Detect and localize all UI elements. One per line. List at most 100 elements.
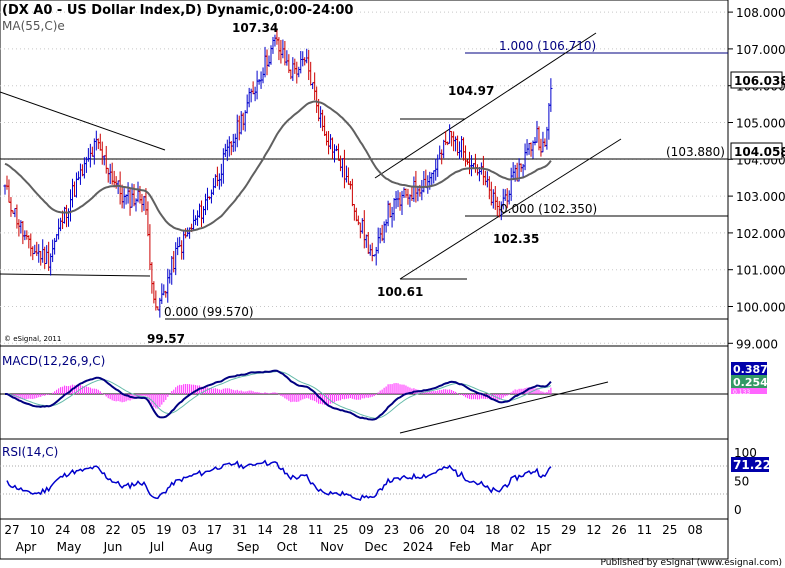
price-tick-label: 101.000	[736, 264, 785, 278]
annotation-100-61: 100.61	[377, 285, 423, 299]
date-axis-frame	[0, 518, 729, 560]
macd-signal-box	[731, 375, 767, 388]
x-axis-month-label: Apr	[531, 540, 552, 554]
x-axis-day-label: 20	[434, 523, 449, 537]
price-bars	[3, 28, 553, 318]
level-103880-label: (103.880)	[666, 145, 725, 159]
x-axis-month-labels: Apr May Jun Jul Aug Sep Oct Nov Dec 2024 Feb Mar Apr	[16, 540, 552, 554]
rsi-tick-label: 0	[734, 503, 742, 517]
x-axis-day-label: 10	[30, 523, 45, 537]
level-106710-label: 1.000 (106.710)	[499, 39, 596, 53]
x-axis-month-label: Nov	[320, 540, 343, 554]
ma-value-box	[730, 142, 783, 160]
x-axis-month-label: Sep	[237, 540, 260, 554]
x-axis-day-label: 24	[55, 523, 70, 537]
rsi-axis-ticks: 100 50 0	[734, 446, 757, 517]
price-tick-label: 107.000	[736, 43, 785, 57]
last-price-label: 106.038	[734, 74, 785, 88]
x-axis-day-label: 26	[612, 523, 627, 537]
x-axis-day-label: 23	[384, 523, 399, 537]
ma-55-line	[4, 100, 552, 232]
price-tick-label: 103.000	[736, 190, 785, 204]
last-price-box	[730, 71, 783, 89]
x-axis-day-label: 08	[80, 523, 95, 537]
price-tick-label: 108.000	[736, 6, 785, 20]
level-99570-label: 0.000 (99.570)	[164, 305, 254, 319]
annotation-104-97: 104.97	[448, 84, 494, 98]
x-axis-month-label: Aug	[189, 540, 212, 554]
x-axis-month-label: 2024	[403, 540, 434, 554]
footer-credit: Published by eSignal (www.esignal.com)	[600, 558, 782, 568]
x-axis-month-label: Mar	[491, 540, 514, 554]
rsi-title: RSI(14,C)	[2, 445, 58, 459]
price-bar	[549, 78, 553, 112]
x-axis-day-label: 04	[460, 523, 475, 537]
rsi-tick-label: 100	[734, 446, 757, 460]
x-axis-day-label: 09	[359, 523, 374, 537]
price-tick-label: 99.000	[736, 337, 778, 351]
x-axis-day-label: 25	[662, 523, 677, 537]
x-axis-day-label: 11	[637, 523, 652, 537]
support-line-left	[0, 273, 151, 277]
x-axis-day-label: 12	[586, 523, 601, 537]
price-title: (DX A0 - US Dollar Index,D) Dynamic,0:00…	[2, 3, 353, 18]
macd-signal-label: 0.254	[733, 376, 768, 389]
annotation-107-34: 107.34	[232, 21, 278, 35]
macd-value-box	[731, 362, 767, 375]
x-axis-day-label: 02	[510, 523, 525, 537]
macd-hist-box	[731, 388, 767, 394]
rsi-line	[6, 459, 552, 501]
x-axis-month-label: Jun	[103, 540, 123, 554]
annotation-102-35: 102.35	[493, 232, 539, 246]
level-102350-label: 0.000 (102.350)	[500, 202, 597, 216]
panel-frames	[0, 0, 729, 560]
ma-legend: MA(55,C)e	[2, 19, 65, 33]
x-axis-month-label: Apr	[16, 540, 37, 554]
ma-value-label: 104.058	[734, 145, 785, 159]
x-axis-day-label: 14	[257, 523, 272, 537]
x-axis-day-label: 25	[333, 523, 348, 537]
price-tick-label: 102.000	[736, 227, 785, 241]
x-axis-day-label: 29	[561, 523, 576, 537]
x-axis-day-label: 11	[308, 523, 323, 537]
rsi-value-box	[731, 457, 769, 472]
x-axis-day-label: 18	[485, 523, 500, 537]
channel-lower-line	[399, 138, 622, 280]
x-axis-month-label: May	[57, 540, 82, 554]
x-axis-day-label: 28	[283, 523, 298, 537]
x-axis-month-label: Oct	[277, 540, 298, 554]
x-axis-month-label: Dec	[364, 540, 387, 554]
price-tick-label: 100.000	[736, 301, 785, 315]
x-axis-day-label: 19	[156, 523, 171, 537]
price-axis-ticks: 108.000107.000106.000105.000104.000103.0…	[728, 6, 785, 351]
price-tick-label: 105.000	[736, 117, 785, 131]
annotation-99-57: 99.57	[147, 332, 185, 346]
x-axis-day-label: 05	[131, 523, 146, 537]
x-axis-day-label: 15	[536, 523, 551, 537]
price-level-lines	[0, 52, 728, 320]
rsi-gridlines	[0, 465, 728, 495]
channel-upper-line	[374, 32, 597, 179]
macd-hist-label: 0.133	[733, 389, 750, 396]
macd-value-label: 0.387	[733, 363, 768, 376]
x-axis-month-label: Feb	[449, 540, 470, 554]
rsi-value-label: 71.228	[733, 458, 779, 472]
macd-line	[5, 369, 552, 421]
down-trendline	[0, 91, 166, 151]
macd-title: MACD(12,26,9,C)	[2, 354, 105, 368]
copyright-label: © eSignal, 2011	[4, 335, 61, 343]
x-axis-day-label: 08	[687, 523, 702, 537]
x-axis-month-label: Jul	[149, 540, 164, 554]
x-axis-day-label: 17	[207, 523, 222, 537]
x-axis-day-label: 27	[4, 523, 19, 537]
x-axis-day-label: 03	[181, 523, 196, 537]
macd-trendline	[399, 381, 609, 434]
x-axis-day-label: 22	[106, 523, 121, 537]
rsi-tick-label: 50	[734, 475, 749, 489]
x-axis-day-labels: 27 10 24 08 22 05 19 03 17 31 14 28 11 25 09 23 06 20 04 18…	[4, 523, 702, 537]
trendlines	[0, 32, 622, 434]
x-axis-day-label: 06	[409, 523, 424, 537]
x-axis-day-label: 31	[232, 523, 247, 537]
